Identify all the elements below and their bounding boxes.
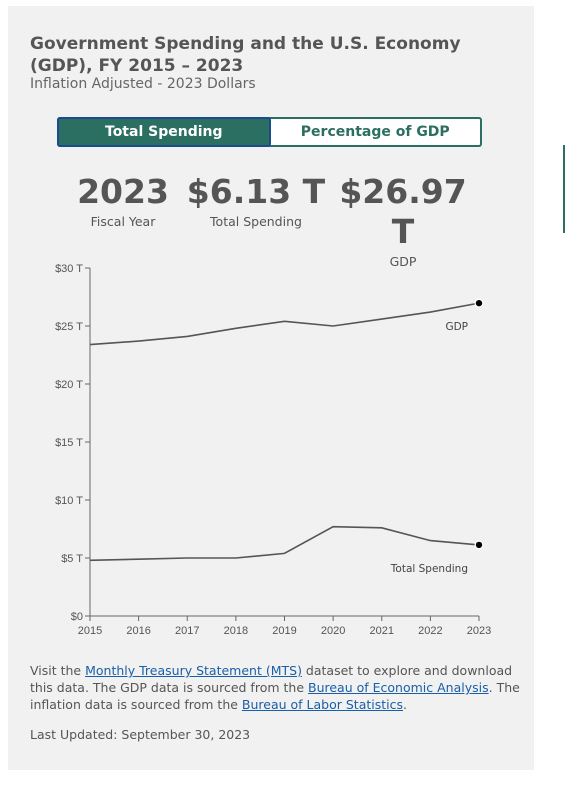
note-text-2: dataset to explore and download this dat… bbox=[30, 663, 513, 695]
y-tick-label: $0 bbox=[71, 611, 83, 623]
view-toggle: Total Spending Percentage of GDP bbox=[57, 117, 482, 147]
x-tick-label: 2019 bbox=[272, 625, 296, 637]
x-tick-label: 2015 bbox=[78, 625, 102, 637]
total-spending-line bbox=[89, 525, 480, 562]
x-tick-label: 2022 bbox=[418, 625, 442, 637]
x-tick-label: 2021 bbox=[370, 625, 394, 637]
gdp-end-marker bbox=[475, 299, 483, 307]
note-text-3: . The inflation data is sourced from the bbox=[30, 680, 520, 712]
bls-link[interactable]: Bureau of Labor Statistics bbox=[241, 697, 403, 712]
gdp-label: GDP bbox=[389, 254, 417, 269]
note-text-1: Visit the bbox=[30, 663, 86, 678]
x-tick-label: 2020 bbox=[321, 625, 345, 637]
fiscal-year-value: 2023 bbox=[77, 172, 169, 211]
scroll-indicator bbox=[563, 145, 565, 233]
y-tick-label: $15 T bbox=[55, 437, 83, 449]
total-spending-tab[interactable]: Total Spending bbox=[57, 117, 271, 147]
total-spending-label: Total Spending bbox=[210, 214, 302, 229]
chart-subtitle: Inflation Adjusted - 2023 Dollars bbox=[30, 76, 256, 92]
fiscal-year-label: Fiscal Year bbox=[90, 214, 156, 229]
x-tick-label: 2023 bbox=[467, 625, 491, 637]
gdp-line bbox=[89, 302, 480, 346]
total-spending-stat: $6.13 T Total Spending bbox=[181, 172, 331, 229]
note-text-4: . bbox=[403, 697, 407, 712]
y-tick-label: $10 T bbox=[55, 495, 83, 507]
fiscal-year-stat: 2023 Fiscal Year bbox=[48, 172, 198, 229]
total-spending-end-marker bbox=[475, 541, 483, 549]
total-spending-series-label: Total Spending bbox=[390, 563, 468, 575]
bea-link[interactable]: Bureau of Economic Analysis bbox=[308, 680, 489, 695]
data-source-note: Visit the Monthly Treasury Statement (MT… bbox=[30, 662, 520, 713]
gdp-series-label: GDP bbox=[445, 321, 468, 333]
y-tick-label: $30 T bbox=[55, 263, 83, 275]
gdp-value: $26.97 T bbox=[339, 172, 467, 251]
y-tick-label: $5 T bbox=[61, 553, 83, 565]
mts-link[interactable]: Monthly Treasury Statement (MTS) bbox=[85, 663, 302, 678]
x-tick-label: 2016 bbox=[126, 625, 150, 637]
gdp-stat: $26.97 T GDP bbox=[328, 172, 478, 269]
y-tick-label: $20 T bbox=[55, 379, 83, 391]
x-tick-label: 2017 bbox=[175, 625, 199, 637]
x-tick-label: 2018 bbox=[224, 625, 248, 637]
line-chart: $0 $5 T $10 T $15 T $20 T $25 T $30 T 2015 2016 2… bbox=[55, 263, 491, 637]
chart-title: Government Spending and the U.S. Economy… bbox=[30, 34, 461, 76]
percentage-of-gdp-tab[interactable]: Percentage of GDP bbox=[300, 124, 450, 140]
y-tick-label: $25 T bbox=[55, 321, 83, 333]
last-updated: Last Updated: September 30, 2023 bbox=[30, 727, 251, 742]
total-spending-value: $6.13 T bbox=[186, 172, 326, 211]
